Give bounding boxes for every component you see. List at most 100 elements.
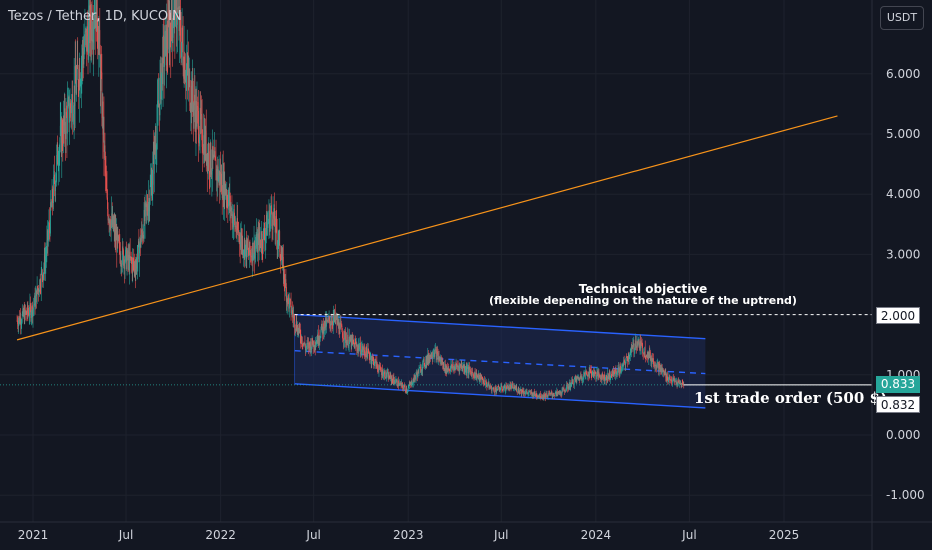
candle-body: [592, 372, 594, 374]
candle-body: [659, 363, 660, 366]
candle-body: [581, 376, 583, 381]
candle-body: [493, 389, 495, 392]
candle-body: [211, 172, 212, 175]
candle-body: [214, 151, 215, 158]
candle-body: [673, 378, 675, 381]
candle-body: [79, 83, 81, 88]
candle-body: [539, 392, 541, 397]
candle-body: [296, 321, 298, 331]
candle-body: [349, 335, 351, 342]
candle-body: [635, 340, 637, 347]
candle-body: [52, 189, 53, 203]
candle-body: [431, 352, 432, 358]
candle-body: [267, 223, 268, 236]
candle-body: [58, 164, 60, 165]
candle-body: [505, 385, 507, 390]
candle-body: [338, 321, 340, 332]
candle-body: [230, 195, 231, 212]
candle-body: [19, 317, 21, 323]
candle-body: [315, 344, 317, 348]
candle-body: [343, 338, 344, 341]
candle-body: [201, 115, 203, 147]
candle-body: [616, 371, 617, 375]
candle-body: [474, 371, 476, 378]
candle-body: [483, 380, 485, 385]
candle-body: [638, 339, 640, 344]
candle-body: [615, 368, 617, 372]
candle-body: [298, 325, 300, 329]
candle-body: [534, 391, 536, 395]
candle-body: [201, 114, 202, 116]
candle-body: [675, 380, 677, 385]
candle-body: [597, 371, 599, 378]
candle-body: [589, 367, 591, 370]
candle-body: [362, 350, 364, 352]
candle-body: [206, 153, 208, 169]
candle-body: [116, 231, 118, 252]
candle-body: [560, 391, 561, 394]
x-tick-label: Jul: [493, 528, 508, 542]
candle-body: [517, 391, 519, 392]
candle-body: [595, 372, 597, 378]
candle-body: [165, 24, 167, 66]
candle-body: [292, 310, 293, 315]
candle-body: [395, 382, 396, 384]
candle-body: [198, 110, 199, 143]
candle-body: [358, 345, 359, 348]
candle-body: [334, 311, 336, 317]
candle-body: [398, 385, 400, 387]
candle-body: [38, 288, 40, 292]
candle-body: [661, 368, 663, 373]
candle-body: [262, 229, 264, 249]
candle-body: [587, 376, 589, 377]
candle-body: [495, 388, 497, 393]
y-tick-label: 5.000: [886, 127, 920, 141]
candle-body: [240, 239, 242, 248]
candle-body: [319, 337, 321, 339]
candle-body: [480, 375, 482, 382]
candle-body: [366, 346, 367, 353]
candle-body: [59, 142, 61, 151]
candle-body: [335, 317, 337, 320]
candle-body: [161, 72, 162, 100]
candle-body: [235, 225, 237, 232]
candle-body: [382, 369, 383, 377]
candle-body: [291, 310, 293, 313]
candle-body: [74, 85, 75, 107]
candle-body: [152, 162, 154, 185]
candle-body: [102, 101, 103, 119]
currency-button[interactable]: USDT: [880, 6, 924, 30]
candle-body: [106, 190, 108, 198]
candle-body: [295, 328, 297, 330]
candle-body: [498, 388, 500, 391]
candle-body: [117, 236, 119, 238]
candle-body: [172, 22, 174, 28]
candle-body: [66, 115, 68, 134]
candle-body: [191, 85, 193, 112]
candle-body: [487, 385, 488, 387]
candle-body: [97, 42, 99, 54]
candle-body: [541, 396, 543, 398]
candle-body: [236, 231, 237, 234]
candle-body: [457, 365, 458, 368]
candle-body: [179, 6, 181, 18]
candle-body: [615, 368, 616, 376]
candle-body: [105, 173, 107, 178]
candle-body: [417, 374, 418, 378]
candle-body: [174, 0, 176, 27]
candle-body: [42, 272, 44, 280]
candle-body: [101, 71, 102, 73]
y-tick-label: -1.000: [886, 488, 925, 502]
candle-body: [487, 385, 489, 386]
candle-body: [140, 238, 141, 248]
candle-body: [119, 242, 121, 254]
candle-body: [610, 372, 612, 376]
candle-body: [643, 351, 645, 356]
candle-body: [543, 394, 545, 399]
candle-body: [310, 341, 311, 351]
candle-body: [533, 391, 535, 396]
candle-body: [152, 151, 154, 163]
candle-body: [526, 391, 527, 393]
